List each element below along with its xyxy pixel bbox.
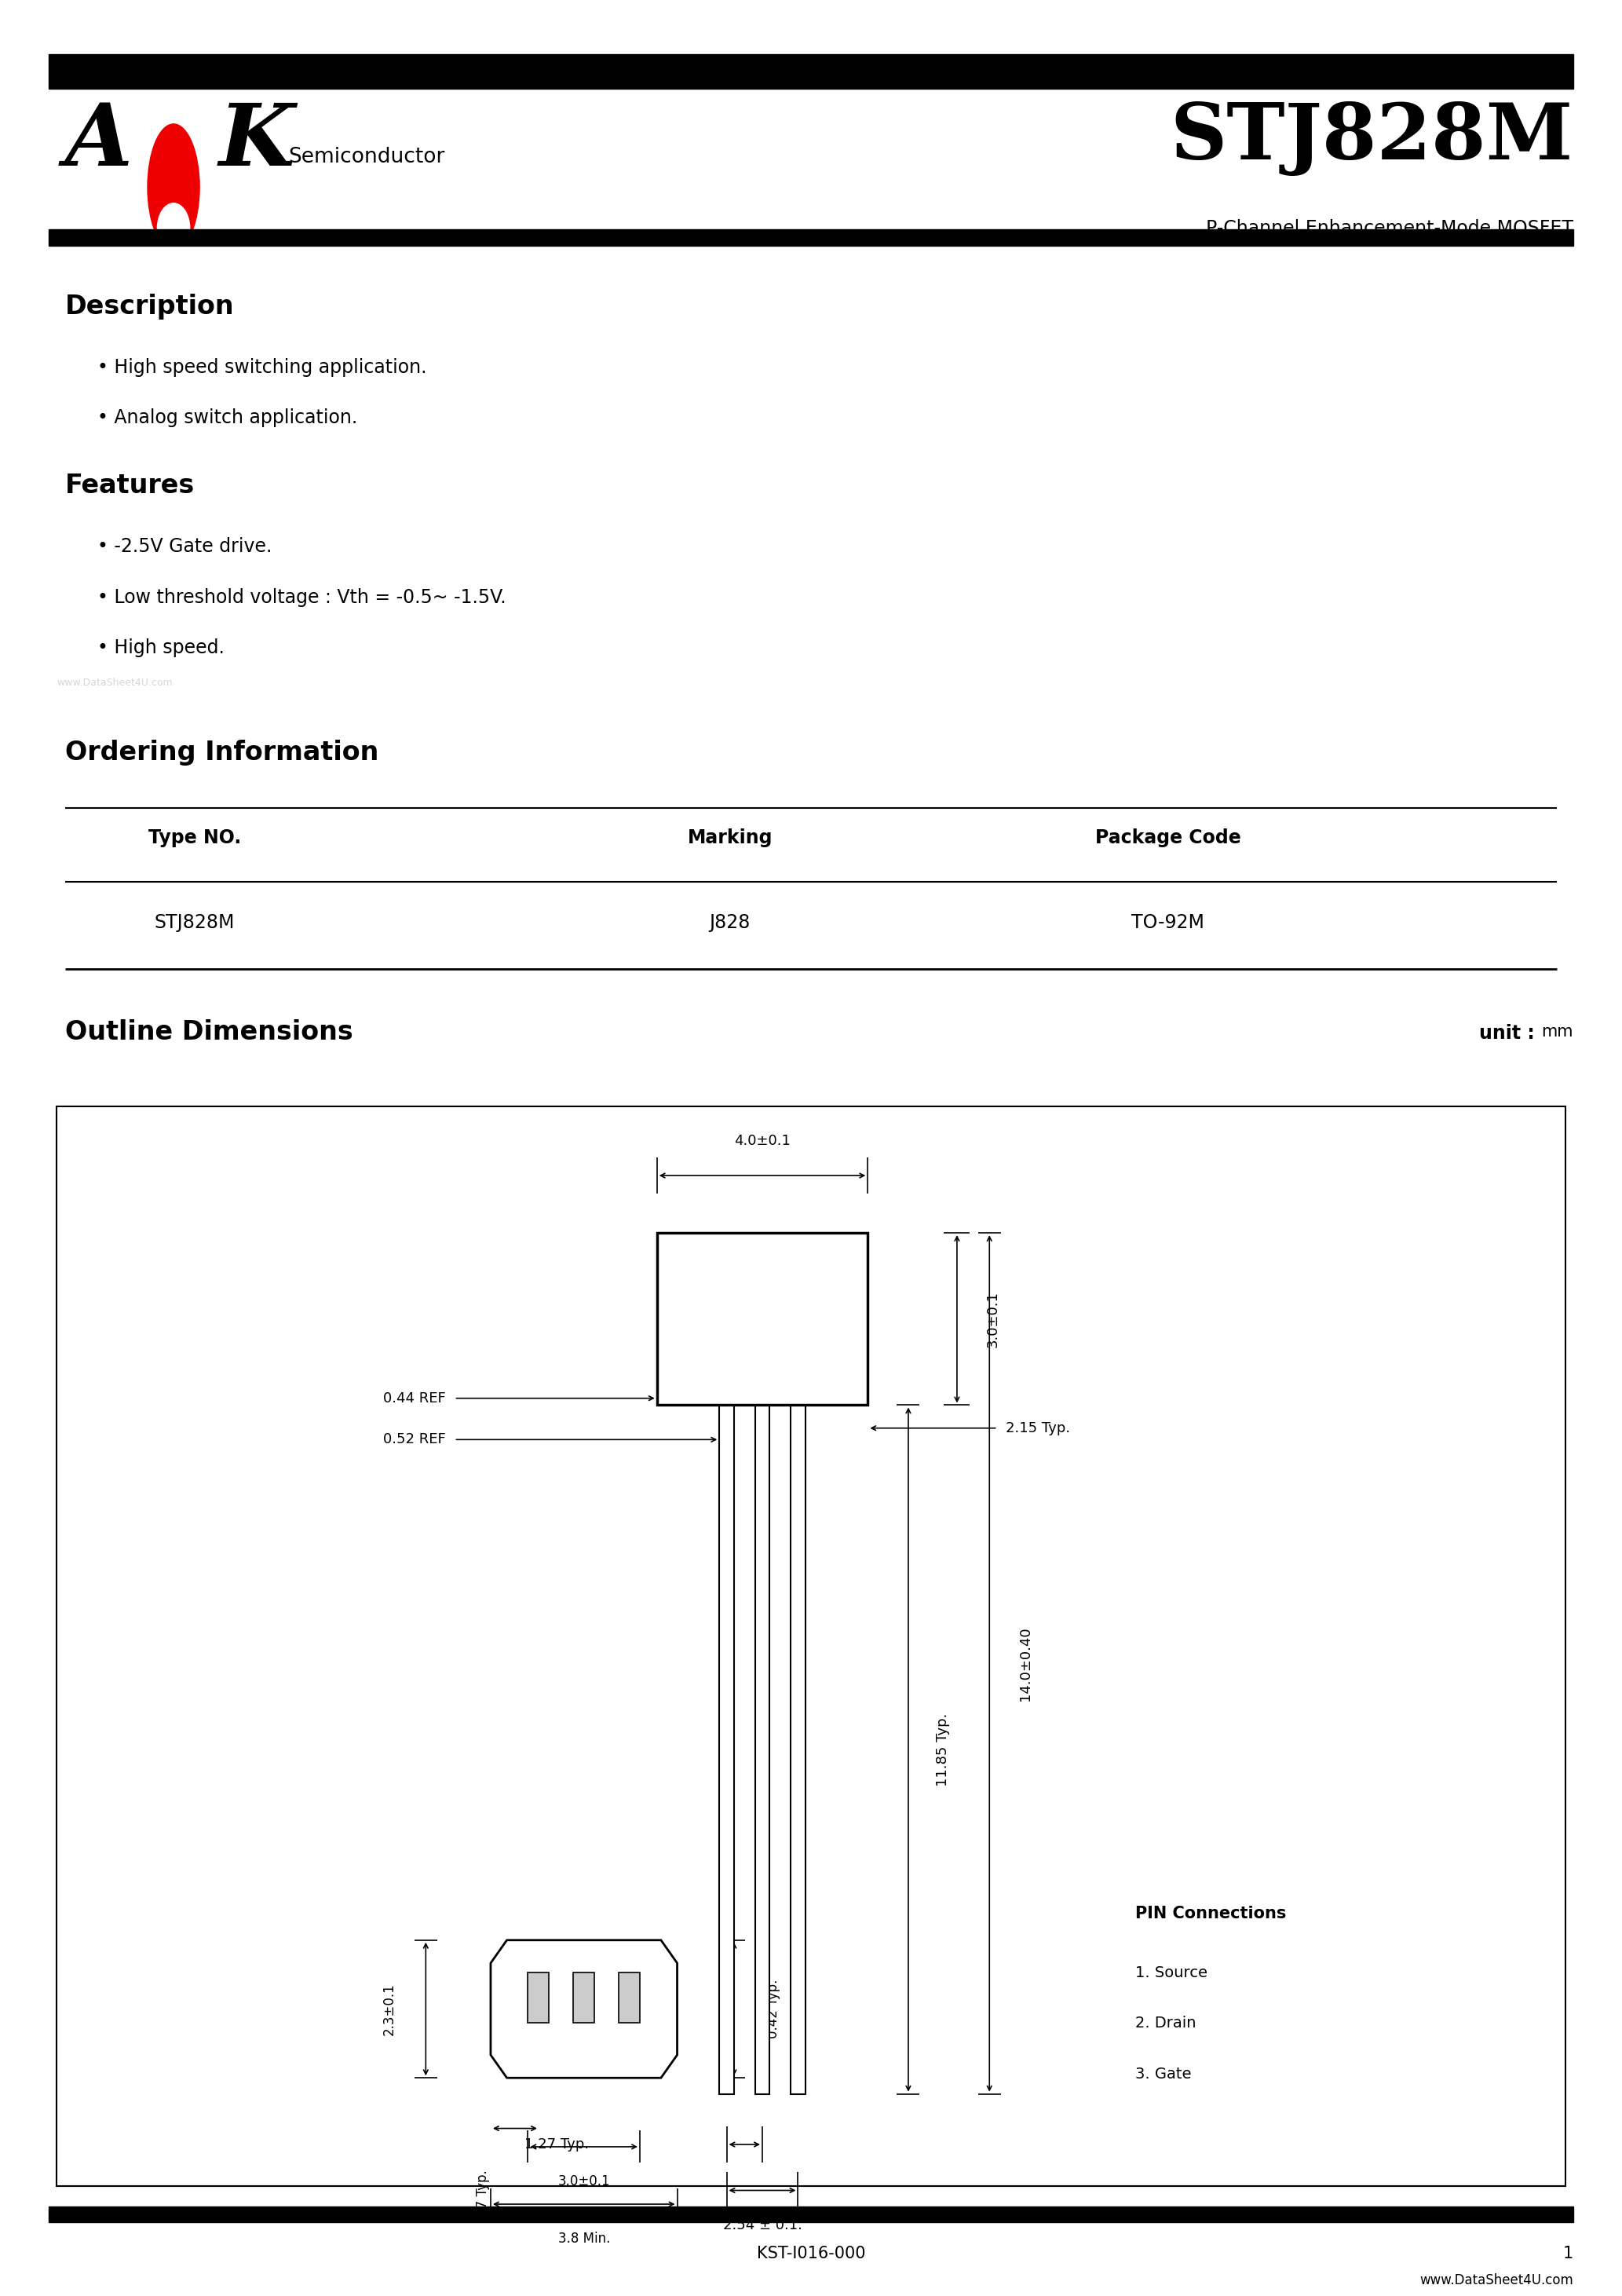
Text: www.DataSheet4U.com: www.DataSheet4U.com: [57, 677, 172, 687]
Text: 1: 1: [1564, 2245, 1573, 2262]
Text: Features: Features: [65, 473, 195, 498]
Text: 2.15 Typ.: 2.15 Typ.: [1006, 1421, 1071, 1435]
Text: 0.42 Typ.: 0.42 Typ.: [767, 1979, 780, 2039]
Bar: [719, 1405, 733, 2094]
Bar: [529, 1972, 548, 2023]
Text: • Analog switch application.: • Analog switch application.: [97, 409, 357, 427]
Text: PIN Connections: PIN Connections: [1135, 1906, 1286, 1922]
Text: 3.0±0.1: 3.0±0.1: [558, 2174, 610, 2188]
Text: P-Channel Enhancement-Mode MOSFET: P-Channel Enhancement-Mode MOSFET: [1205, 220, 1573, 239]
Bar: [49, 230, 1573, 246]
Text: • Low threshold voltage : Vth = -0.5~ -1.5V.: • Low threshold voltage : Vth = -0.5~ -1…: [97, 588, 506, 606]
Bar: [792, 1405, 805, 2094]
Text: Ordering Information: Ordering Information: [65, 739, 378, 765]
Text: • High speed switching application.: • High speed switching application.: [97, 358, 427, 377]
Text: 0.7 Typ.: 0.7 Typ.: [475, 2170, 490, 2220]
Text: 3.8 Min.: 3.8 Min.: [558, 2232, 610, 2245]
Text: STJ828M: STJ828M: [154, 914, 235, 932]
Bar: [574, 1972, 595, 2023]
Bar: [754, 1405, 770, 2094]
Text: Type NO.: Type NO.: [148, 829, 242, 847]
Text: • -2.5V Gate drive.: • -2.5V Gate drive.: [97, 537, 272, 556]
Text: 0.52 REF: 0.52 REF: [383, 1433, 446, 1446]
Bar: [49, 2206, 1573, 2223]
Text: Marking: Marking: [688, 829, 772, 847]
Text: 2.54 ± 0.1.: 2.54 ± 0.1.: [723, 2218, 801, 2232]
Text: 0.44 REF: 0.44 REF: [383, 1391, 446, 1405]
Text: Description: Description: [65, 294, 234, 319]
Text: KST-I016-000: KST-I016-000: [756, 2245, 866, 2262]
Polygon shape: [491, 1940, 678, 2078]
Text: mm: mm: [1541, 1024, 1573, 1040]
Text: unit :: unit :: [1479, 1024, 1541, 1042]
Ellipse shape: [157, 202, 190, 255]
Text: 4.0±0.1: 4.0±0.1: [735, 1134, 790, 1148]
Text: 14.0±0.40: 14.0±0.40: [1019, 1626, 1033, 1701]
Text: • High speed.: • High speed.: [97, 638, 224, 657]
Text: K: K: [219, 99, 295, 184]
Text: 3. Gate: 3. Gate: [1135, 2066, 1192, 2080]
Text: J828: J828: [709, 914, 751, 932]
Bar: [57, 1107, 1565, 2186]
Text: 2.3±0.1: 2.3±0.1: [383, 1984, 397, 2034]
Text: 1. Source: 1. Source: [1135, 1965, 1208, 1979]
Ellipse shape: [148, 124, 200, 250]
Text: 11.85 Typ.: 11.85 Typ.: [936, 1713, 950, 1786]
Text: Outline Dimensions: Outline Dimensions: [65, 1019, 354, 1045]
Text: 1.27 Typ.: 1.27 Typ.: [524, 2138, 589, 2151]
Text: TO-92M: TO-92M: [1132, 914, 1204, 932]
Text: www.DataSheet4U.com: www.DataSheet4U.com: [1419, 2273, 1573, 2287]
Text: 2. Drain: 2. Drain: [1135, 2016, 1197, 2030]
Text: Semiconductor: Semiconductor: [289, 147, 446, 168]
Bar: [49, 53, 1573, 90]
Text: STJ828M: STJ828M: [1171, 99, 1573, 177]
Text: Package Code: Package Code: [1095, 829, 1241, 847]
Bar: [657, 1233, 868, 1405]
Bar: [620, 1972, 639, 2023]
Text: 3.0±0.1: 3.0±0.1: [986, 1290, 1001, 1348]
Text: A: A: [65, 99, 133, 184]
